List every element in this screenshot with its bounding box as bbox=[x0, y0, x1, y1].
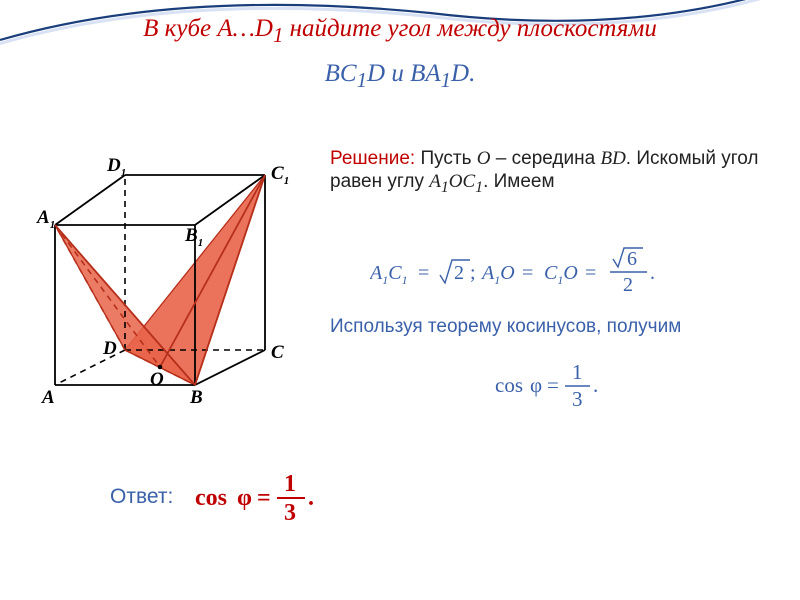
svg-text:φ: φ bbox=[530, 373, 542, 397]
svg-text:.: . bbox=[650, 262, 655, 284]
svg-text:cos: cos bbox=[495, 373, 523, 397]
vertex-A1: A1 bbox=[37, 207, 55, 231]
title-math-ad1: A…D1 bbox=[217, 15, 283, 42]
vertex-D1: D1 bbox=[107, 155, 126, 179]
formula-cosphi: cos φ = 1 3 . bbox=[495, 360, 645, 418]
vertex-B: B bbox=[190, 387, 203, 409]
title-text-2: найдите угол между плоскостями bbox=[283, 15, 657, 42]
cube-diagram: A B C D A1 B1 C1 D1 O bbox=[35, 155, 305, 425]
vertex-C1: C1 bbox=[271, 163, 289, 187]
vertex-B1: B1 bbox=[185, 225, 203, 249]
svg-text:;: ; bbox=[470, 262, 476, 284]
svg-text:A1O: A1O bbox=[480, 262, 515, 287]
svg-text:=: = bbox=[418, 262, 429, 284]
cube-svg bbox=[35, 155, 305, 425]
answer-label: Ответ: bbox=[110, 485, 173, 509]
svg-text:cos: cos bbox=[195, 485, 227, 511]
svg-text:6: 6 bbox=[627, 248, 637, 270]
slide: В кубе A…D1 найдите угол между плоскостя… bbox=[0, 0, 800, 600]
svg-text:2: 2 bbox=[623, 274, 633, 296]
solution-lead: Решение: bbox=[330, 148, 415, 169]
svg-text:=: = bbox=[547, 373, 559, 397]
svg-text:=: = bbox=[585, 262, 596, 284]
svg-text:φ: φ bbox=[237, 485, 252, 511]
svg-text:1: 1 bbox=[572, 360, 583, 384]
svg-text:2: 2 bbox=[454, 262, 464, 284]
point-O: O bbox=[150, 369, 164, 391]
svg-text:=: = bbox=[257, 485, 271, 511]
svg-text:.: . bbox=[593, 373, 598, 397]
solution-text: Решение: Пусть O – середина BD. Искомый … bbox=[330, 148, 770, 198]
angle-A1OC1: A1OC1 bbox=[429, 171, 483, 192]
problem-title: В кубе A…D1 найдите угол между плоскостя… bbox=[0, 8, 800, 99]
svg-text:.: . bbox=[308, 485, 314, 511]
cosine-theorem-text: Используя теорему косинусов, получим bbox=[330, 316, 770, 338]
svg-text:A1C1: A1C1 bbox=[370, 262, 408, 287]
svg-text:C1O: C1O bbox=[544, 262, 578, 287]
svg-text:3: 3 bbox=[572, 387, 583, 411]
vertex-D: D bbox=[103, 338, 117, 360]
title-line2: BC1D и BA1D. bbox=[325, 60, 476, 87]
svg-text:3: 3 bbox=[284, 500, 296, 526]
formula-lengths: A1C1 = 2 ; A1O = C1O = 6 2 . bbox=[370, 247, 750, 299]
vertex-C: C bbox=[271, 342, 284, 364]
svg-text:=: = bbox=[522, 262, 533, 284]
title-text-1: В кубе bbox=[143, 15, 217, 42]
answer-formula: cos φ = 1 3 . bbox=[195, 471, 365, 531]
vertex-A: A bbox=[42, 387, 55, 409]
svg-text:1: 1 bbox=[284, 471, 296, 497]
